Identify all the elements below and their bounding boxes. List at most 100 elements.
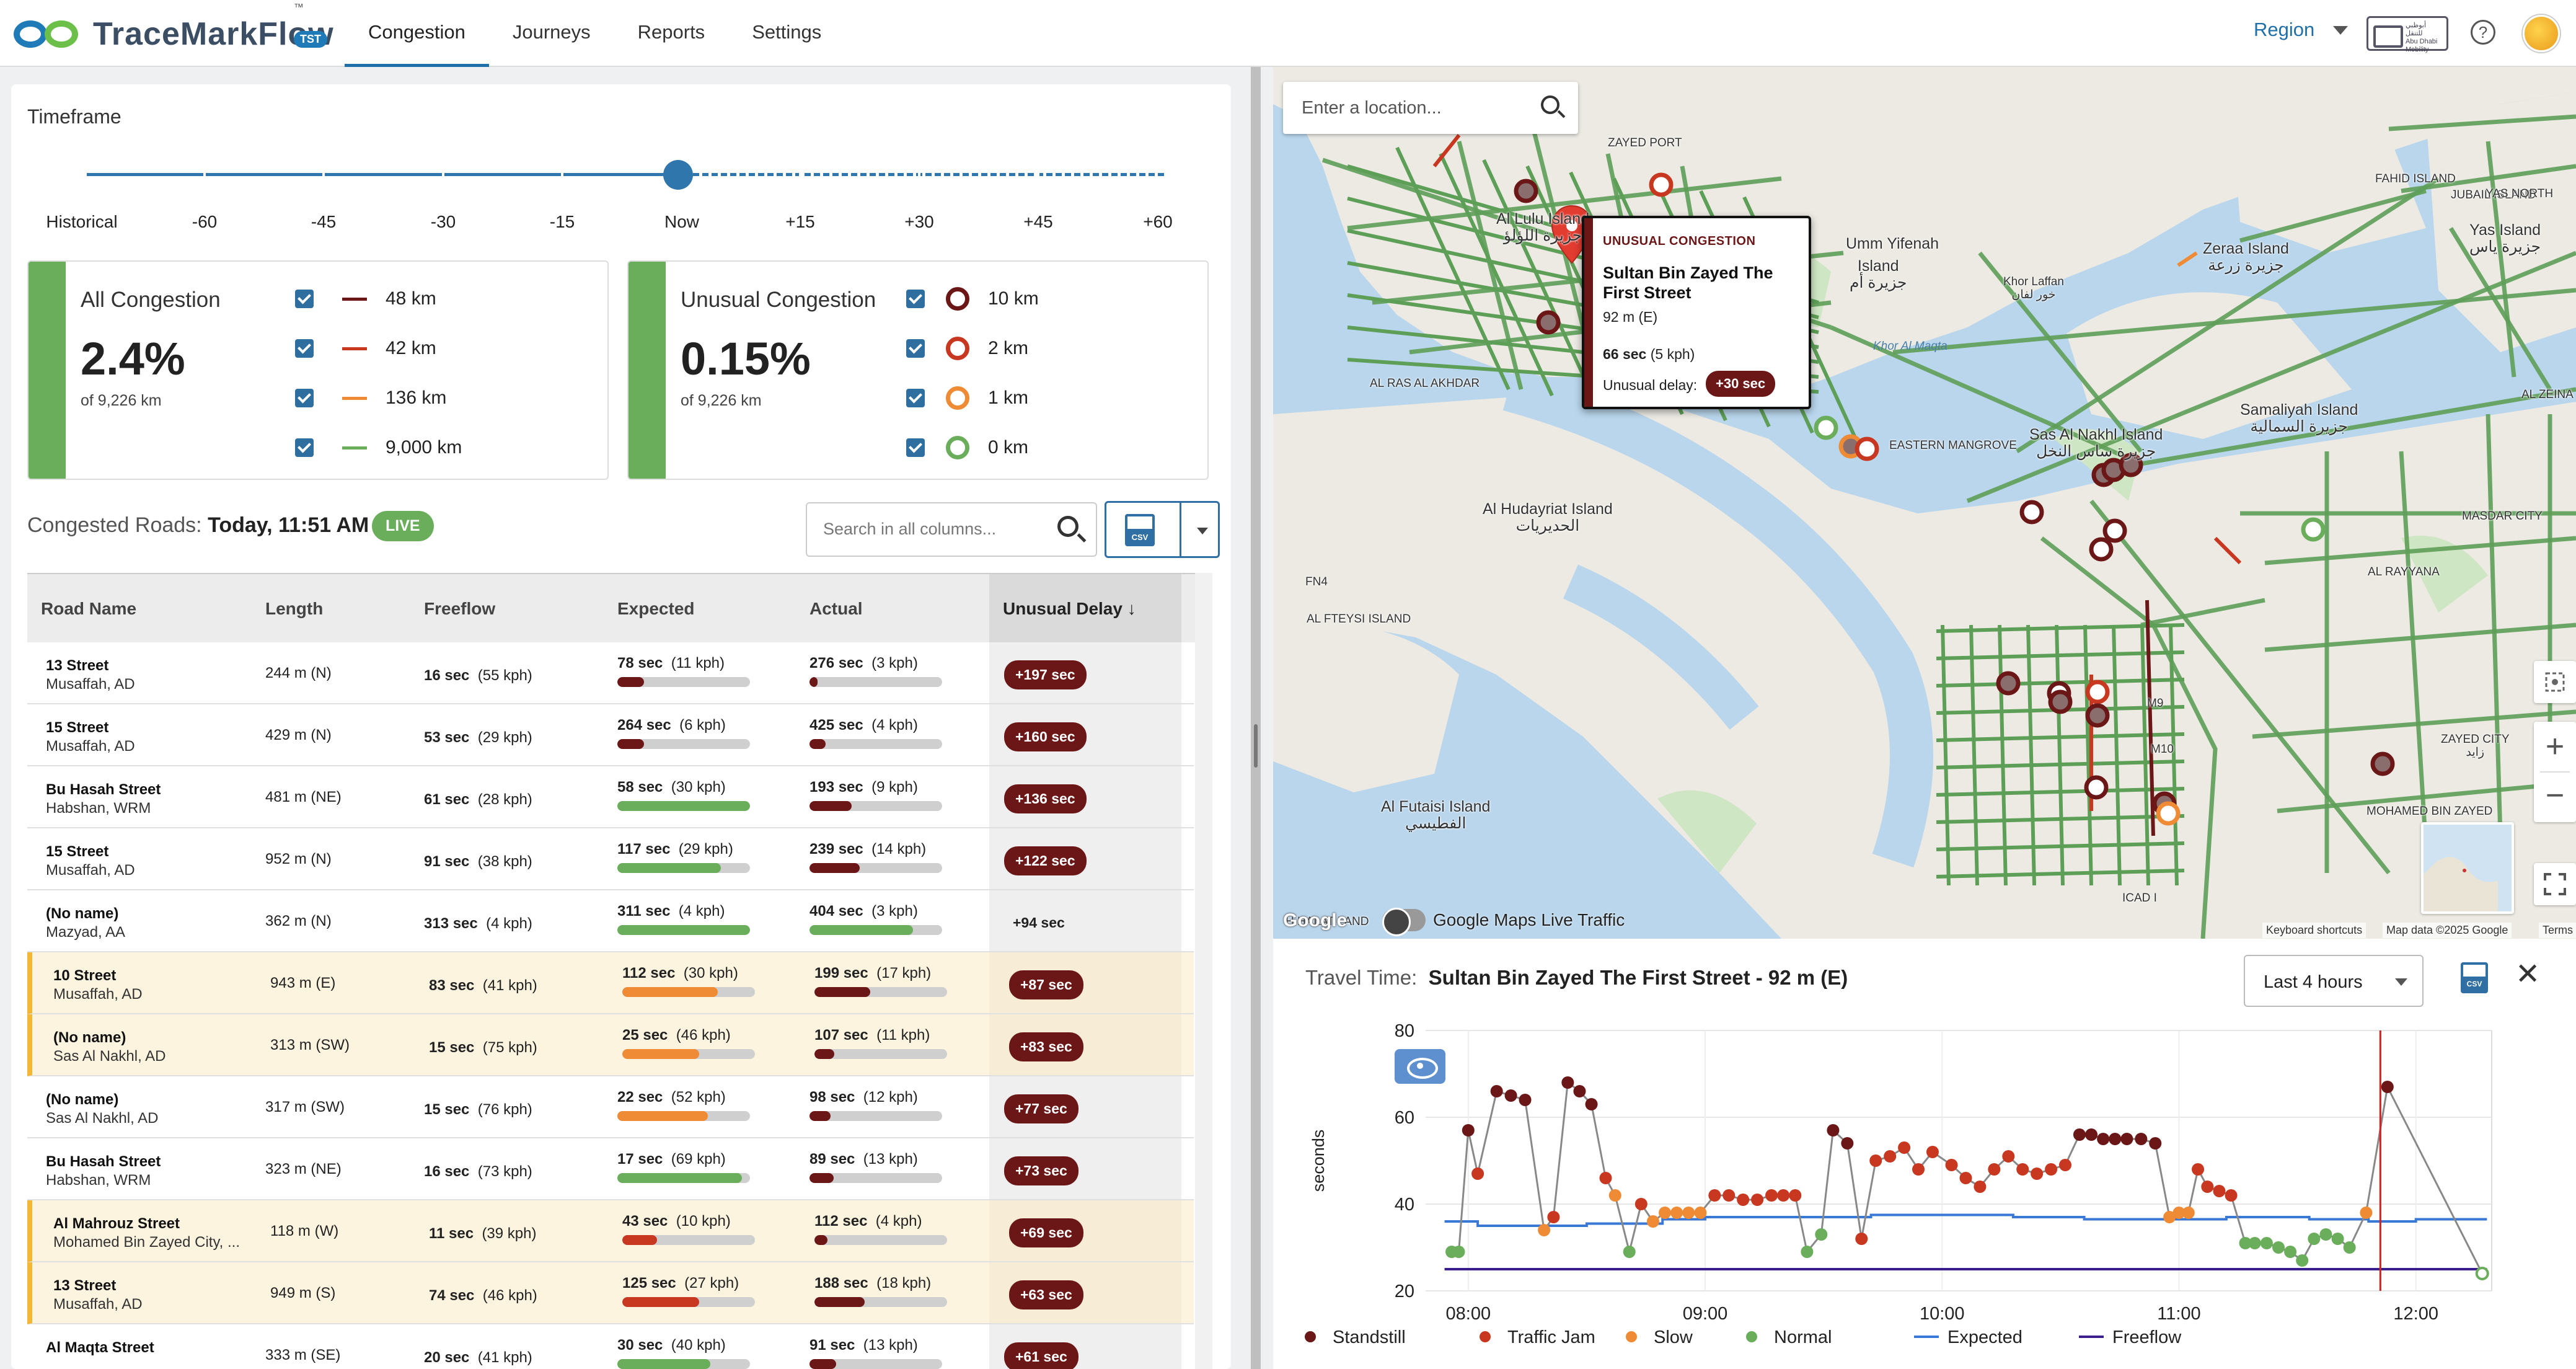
panel-resize-handle[interactable] [1251, 67, 1261, 1369]
app-logo[interactable]: TraceMarkFlow [10, 12, 334, 56]
road-length: 118 m (W) [270, 1223, 339, 1239]
table-row[interactable]: (No name) Sas Al Nakhl, AD 317 m (SW) 15 se… [27, 1076, 1194, 1138]
search-icon[interactable] [1057, 516, 1078, 537]
data-point [1988, 1163, 2001, 1176]
congestion-popup[interactable]: UNUSUAL CONGESTION Sultan Bin Zayed The … [1582, 216, 1811, 409]
chevron-down-icon[interactable] [1197, 528, 1208, 534]
time-range-select[interactable]: Last 4 hours [2244, 955, 2424, 1007]
checkbox[interactable] [295, 438, 314, 457]
table-row[interactable]: 13 Street Musaffah, AD 244 m (N) 16 sec (55… [27, 642, 1194, 704]
avatar[interactable] [2523, 15, 2560, 52]
csv-icon[interactable]: CSV [2461, 962, 2488, 993]
checkbox[interactable] [295, 389, 314, 407]
tab-settings[interactable]: Settings [752, 21, 822, 43]
csv-icon[interactable]: CSV [1125, 514, 1155, 546]
table-row[interactable]: 13 Street Musaffah, AD 949 m (S) 74 sec (46… [27, 1262, 1194, 1324]
checkbox[interactable] [906, 339, 925, 358]
road-area: Habshan, WRM [46, 800, 151, 817]
tab-reports[interactable]: Reports [637, 21, 705, 43]
timeframe-label[interactable]: +60 [1143, 212, 1173, 231]
timeframe-track-past[interactable] [87, 173, 688, 176]
col-actual[interactable]: Actual [809, 599, 863, 618]
eye-icon[interactable] [1395, 1049, 1445, 1084]
col-unusual-delay[interactable]: Unusual Delay ↓ [1003, 599, 1136, 618]
region-selector[interactable]: Region [2254, 19, 2315, 40]
legend-item[interactable]: 48 km [295, 286, 436, 311]
map-canvas[interactable] [1273, 67, 2576, 939]
checkbox[interactable] [906, 389, 925, 407]
table-row[interactable]: (No name) Mazyad, AA 362 m (N) 313 sec (4 k… [27, 890, 1194, 952]
table-scrollbar[interactable] [1195, 573, 1212, 1369]
data-point [1623, 1246, 1636, 1258]
road-name: 13 Street [53, 1277, 117, 1294]
timeframe-tick[interactable] [1037, 166, 1039, 182]
legend-item[interactable]: 2 km [906, 336, 1028, 361]
table-row[interactable]: 10 Street Musaffah, AD 943 m (E) 83 sec (41… [27, 952, 1194, 1014]
table-row[interactable]: Al Maqta Street 333 m (SE) 20 sec (41 kph)… [27, 1324, 1194, 1369]
map-search[interactable] [1283, 82, 1578, 134]
table-row[interactable]: Al Mahrouz Street Mohamed Bin Zayed City,… [27, 1200, 1194, 1262]
legend-item[interactable]: 42 km [295, 336, 436, 361]
table-row[interactable]: (No name) Sas Al Nakhl, AD 313 m (SW) 15 se… [27, 1014, 1194, 1076]
legend-item[interactable]: 0 km [906, 435, 1028, 460]
chevron-down-icon[interactable] [2333, 26, 2348, 35]
timeframe-label[interactable]: -30 [430, 212, 456, 231]
timeframe-tick[interactable] [799, 166, 801, 182]
timeframe-label[interactable]: -45 [311, 212, 337, 231]
expected-value: 17 sec (69 kph) [617, 1151, 726, 1167]
checkbox[interactable] [295, 339, 314, 358]
timeframe-label[interactable]: -60 [192, 212, 218, 231]
timeframe-tick[interactable] [561, 166, 563, 182]
checkbox[interactable] [906, 438, 925, 457]
timeframe-label[interactable]: +15 [785, 212, 815, 231]
timeframe-slider-handle[interactable] [663, 160, 693, 190]
table-row[interactable]: 15 Street Musaffah, AD 952 m (N) 91 sec (38… [27, 828, 1194, 890]
line-swatch-icon [342, 347, 367, 350]
timeframe-label[interactable]: Historical [46, 212, 118, 231]
timeframe-tick[interactable] [918, 166, 920, 182]
timeframe-tick[interactable] [203, 166, 206, 182]
col-length[interactable]: Length [265, 599, 324, 618]
keyboard-shortcuts-link[interactable]: Keyboard shortcuts [2262, 923, 2366, 938]
table-row[interactable]: Bu Hasah Street Habshan, WRM 323 m (NE) 16 … [27, 1138, 1194, 1200]
y-tick-label: 80 [1395, 1021, 1414, 1041]
legend-item[interactable]: 9,000 km [295, 435, 462, 460]
terms-link[interactable]: Terms [2539, 923, 2576, 938]
col-road-name[interactable]: Road Name [41, 599, 137, 618]
data-point [2045, 1163, 2058, 1176]
legend-item[interactable]: 136 km [295, 386, 446, 410]
tab-congestion[interactable]: Congestion [345, 0, 489, 67]
table-search-input[interactable] [823, 520, 1034, 539]
live-traffic-toggle[interactable] [1382, 908, 1426, 936]
search-icon[interactable] [1541, 95, 1559, 114]
timeframe-track-future[interactable] [693, 173, 1164, 176]
legend-item[interactable]: 1 km [906, 386, 1028, 410]
timeframe-tick[interactable] [442, 166, 444, 182]
minimap-thumbnail[interactable] [2421, 822, 2514, 914]
col-expected[interactable]: Expected [617, 599, 695, 618]
timeframe-label[interactable]: +45 [1023, 212, 1053, 231]
expected-value: 117 sec (29 kph) [617, 841, 733, 857]
col-freeflow[interactable]: Freeflow [424, 599, 496, 618]
close-icon[interactable]: ✕ [2515, 958, 2541, 991]
legend-item[interactable]: 10 km [906, 286, 1039, 311]
zoom-out-icon[interactable]: − [2545, 778, 2565, 813]
table-row[interactable]: 15 Street Musaffah, AD 429 m (N) 53 sec (29… [27, 704, 1194, 766]
data-point [1869, 1154, 1882, 1167]
fullscreen-icon[interactable] [2534, 863, 2576, 905]
help-icon[interactable]: ? [2471, 20, 2495, 45]
checkbox[interactable] [295, 290, 314, 308]
tab-journeys[interactable]: Journeys [512, 21, 591, 43]
csv-export-button[interactable]: CSV [1105, 501, 1220, 558]
timeframe-label[interactable]: +30 [904, 212, 934, 231]
table-row[interactable]: Bu Hasah Street Habshan, WRM 481 m (NE) 61 … [27, 766, 1194, 828]
timeframe-tick[interactable] [322, 166, 325, 182]
locate-icon[interactable] [2534, 661, 2576, 703]
zoom-in-icon[interactable]: + [2545, 729, 2565, 764]
timeframe-label[interactable]: -15 [549, 212, 575, 231]
map-search-input[interactable] [1302, 98, 1525, 118]
table-search[interactable] [806, 502, 1097, 557]
timeframe-label[interactable]: Now [664, 212, 700, 231]
checkbox[interactable] [906, 290, 925, 308]
